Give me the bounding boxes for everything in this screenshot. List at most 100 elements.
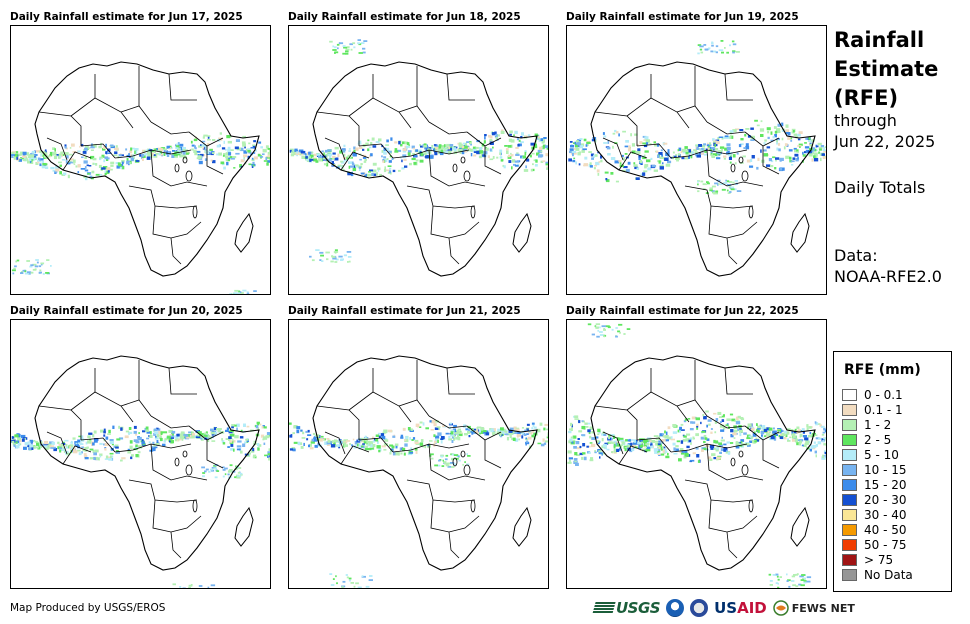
rain-pixel xyxy=(440,149,444,153)
rain-pixel xyxy=(194,147,197,150)
rain-pixel xyxy=(508,138,512,142)
rain-pixel xyxy=(529,430,531,434)
coastline xyxy=(34,61,260,277)
rain-pixel xyxy=(229,149,234,151)
rain-pixel xyxy=(594,325,597,328)
rain-pixel xyxy=(618,133,620,137)
rain-pixel xyxy=(365,445,368,449)
rain-pixel xyxy=(104,447,107,451)
rain-pixel xyxy=(334,46,337,49)
rain-pixel xyxy=(200,144,203,146)
rain-pixel xyxy=(603,135,607,138)
rain-pixel xyxy=(410,449,413,452)
rain-pixel xyxy=(704,437,708,440)
rain-pixel xyxy=(799,433,803,437)
rain-pixel xyxy=(784,143,788,147)
rain-pixel xyxy=(756,428,759,432)
rain-pixel xyxy=(207,135,210,139)
rain-pixel xyxy=(392,435,396,438)
rain-pixel xyxy=(340,160,343,163)
rain-pixel xyxy=(419,442,424,446)
rain-pixel xyxy=(677,153,681,156)
rain-pixel xyxy=(107,148,111,152)
rain-pixel xyxy=(797,138,801,141)
country-border xyxy=(594,111,638,146)
rain-pixel xyxy=(542,160,546,163)
rain-pixel xyxy=(626,444,632,448)
rain-pixel xyxy=(696,148,700,150)
rain-pixel xyxy=(431,457,434,460)
rain-pixel xyxy=(448,151,451,155)
rain-pixel xyxy=(243,150,248,154)
rain-pixel xyxy=(709,142,712,145)
rain-pixel xyxy=(525,437,527,440)
rain-pixel xyxy=(622,154,624,157)
rain-pixel xyxy=(544,145,548,149)
rain-pixel xyxy=(821,433,825,436)
rain-pixel xyxy=(61,159,66,161)
rain-pixel xyxy=(646,142,649,145)
rain-pixel xyxy=(44,446,49,449)
rain-pixel xyxy=(499,432,502,437)
rain-pixel xyxy=(716,154,719,157)
rain-pixel xyxy=(711,41,714,44)
rain-pixel xyxy=(105,151,108,154)
rain-pixel xyxy=(461,145,465,149)
rain-pixel xyxy=(730,434,734,438)
rain-pixel xyxy=(64,144,67,148)
rain-pixel xyxy=(526,433,529,435)
rain-pixel xyxy=(213,467,217,470)
country-border xyxy=(150,121,190,135)
rain-pixel xyxy=(661,162,664,165)
rain-pixel xyxy=(448,435,451,439)
rain-pixel xyxy=(776,130,781,133)
rain-pixel xyxy=(153,432,157,436)
rain-pixel xyxy=(712,50,717,53)
rain-pixel xyxy=(614,160,619,164)
rain-pixel xyxy=(216,470,220,472)
legend-label: 2 - 5 xyxy=(864,433,892,447)
rain-pixel xyxy=(311,259,315,262)
rain-pixel xyxy=(650,157,653,160)
rain-pixel xyxy=(246,291,249,294)
rain-pixel xyxy=(714,431,717,434)
rain-pixel xyxy=(330,584,335,586)
rain-pixel xyxy=(772,156,776,159)
rain-pixel xyxy=(619,444,623,446)
rain-pixel xyxy=(568,440,571,444)
lake-outline xyxy=(460,450,466,458)
rain-pixel xyxy=(227,473,230,476)
rain-pixel xyxy=(326,161,328,164)
rain-pixel xyxy=(635,439,638,442)
rain-pixel xyxy=(261,426,264,429)
country-border xyxy=(150,443,208,481)
rain-pixel xyxy=(510,139,515,143)
rain-pixel xyxy=(218,152,222,156)
rain-pixel xyxy=(777,586,780,588)
rain-pixel xyxy=(71,143,75,147)
rain-pixel xyxy=(473,432,477,434)
rain-pixel xyxy=(602,132,605,135)
rain-pixel xyxy=(412,153,415,155)
rain-pixel xyxy=(378,435,381,439)
rain-pixel xyxy=(663,142,668,145)
rain-pixel xyxy=(70,447,73,450)
rain-pixel xyxy=(12,272,15,275)
rain-pixel xyxy=(238,290,241,293)
rain-pixel xyxy=(774,435,777,439)
rain-pixel xyxy=(793,133,797,136)
rain-pixel xyxy=(390,449,393,452)
rain-pixel xyxy=(634,446,638,449)
rain-pixel xyxy=(711,147,715,150)
rain-pixel xyxy=(236,423,240,427)
rain-pixel xyxy=(657,449,661,453)
rain-pixel xyxy=(343,444,348,447)
rain-pixel xyxy=(84,166,87,169)
rain-pixel xyxy=(228,436,232,439)
legend-label: 0.1 - 1 xyxy=(864,403,903,417)
rain-pixel xyxy=(745,145,750,150)
rain-pixel xyxy=(761,426,765,430)
country-border xyxy=(708,499,758,533)
rain-pixel xyxy=(313,153,317,157)
rain-pixel xyxy=(191,433,196,436)
